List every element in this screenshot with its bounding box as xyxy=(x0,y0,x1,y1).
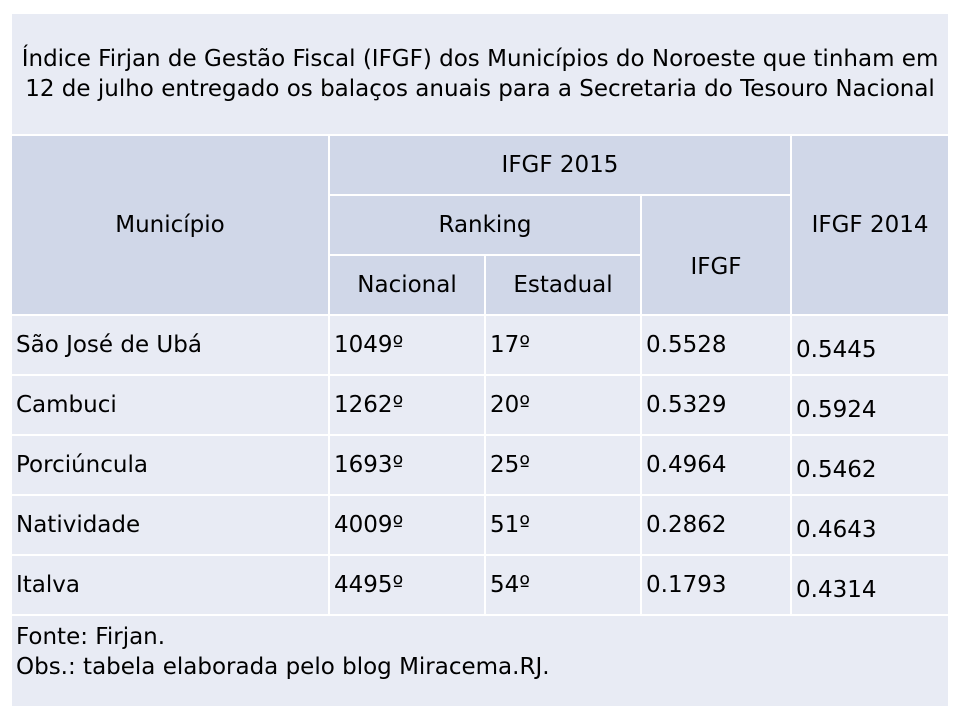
cell-municipio: Cambuci xyxy=(10,374,330,436)
cell-ifgf-2014: 0.5462 xyxy=(789,434,951,496)
table-row: Natividade 4009º 51º 0.2862 0.4643 xyxy=(10,494,951,556)
cell-estadual: 20º xyxy=(484,374,642,436)
observation-note: Obs.: tabela elaborada pelo blog Miracem… xyxy=(16,654,550,680)
header-ranking: Ranking xyxy=(328,194,642,256)
cell-ifgf-2014: 0.5445 xyxy=(789,314,951,376)
header-ifgf: IFGF xyxy=(640,194,792,316)
cell-nacional: 4009º xyxy=(328,494,486,556)
cell-ifgf: 0.5528 xyxy=(640,314,792,376)
table-title: Índice Firjan de Gestão Fiscal (IFGF) do… xyxy=(9,12,951,136)
table-row: Porciúncula 1693º 25º 0.4964 0.5462 xyxy=(10,434,951,496)
cell-nacional: 1262º xyxy=(328,374,486,436)
cell-ifgf: 0.1793 xyxy=(640,554,792,616)
cell-estadual: 17º xyxy=(484,314,642,376)
cell-nacional: 4495º xyxy=(328,554,486,616)
source-note: Fonte: Firjan. xyxy=(16,624,166,650)
cell-estadual: 54º xyxy=(484,554,642,616)
cell-ifgf: 0.4964 xyxy=(640,434,792,496)
cell-nacional: 1693º xyxy=(328,434,486,496)
cell-ifgf: 0.2862 xyxy=(640,494,792,556)
header-ifgf-2014: IFGF 2014 xyxy=(789,134,951,316)
cell-ifgf-2014: 0.4314 xyxy=(789,554,951,616)
cell-nacional: 1049º xyxy=(328,314,486,376)
cell-municipio: Italva xyxy=(10,554,330,616)
header-municipio: Município xyxy=(10,134,330,316)
cell-municipio: São José de Ubá xyxy=(10,314,330,376)
cell-ifgf-2014: 0.5924 xyxy=(789,374,951,436)
table-footer: Fonte: Firjan. Obs.: tabela elaborada pe… xyxy=(9,614,951,708)
cell-ifgf-2014: 0.4643 xyxy=(789,494,951,556)
cell-estadual: 25º xyxy=(484,434,642,496)
table-row: Italva 4495º 54º 0.1793 0.4314 xyxy=(10,554,951,616)
cell-ifgf: 0.5329 xyxy=(640,374,792,436)
header-ifgf-2015: IFGF 2015 xyxy=(328,134,792,196)
cell-municipio: Natividade xyxy=(10,494,330,556)
table-row: São José de Ubá 1049º 17º 0.5528 0.5445 xyxy=(10,314,951,376)
table-row: Cambuci 1262º 20º 0.5329 0.5924 xyxy=(10,374,951,436)
cell-municipio: Porciúncula xyxy=(10,434,330,496)
header-nacional: Nacional xyxy=(328,254,486,316)
cell-estadual: 51º xyxy=(484,494,642,556)
header-estadual: Estadual xyxy=(484,254,642,316)
ifgf-table: Índice Firjan de Gestão Fiscal (IFGF) do… xyxy=(9,12,951,708)
